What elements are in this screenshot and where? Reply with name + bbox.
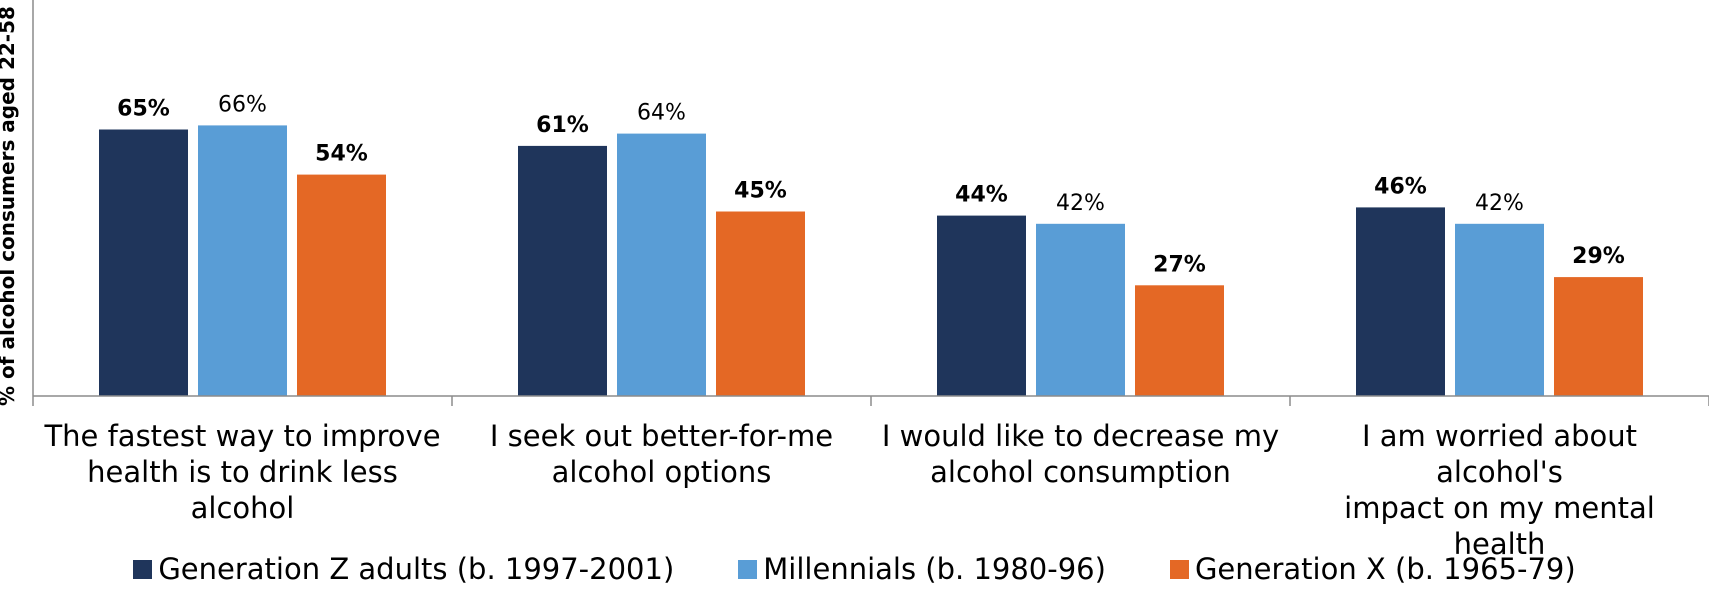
data-label-s1-c2: 42% (1056, 191, 1105, 216)
category-label-line: alcohol consumption (930, 455, 1231, 489)
data-label-s1-c0: 66% (218, 92, 267, 117)
bar-s0-c3 (1356, 207, 1445, 396)
legend-swatch (738, 559, 758, 579)
data-label-s0-c0: 65% (117, 97, 170, 122)
data-label-s2-c2: 27% (1153, 252, 1206, 277)
category-label-line: I would like to decrease my (881, 419, 1280, 453)
category-label-line: alcohol options (551, 455, 772, 489)
category-label-line: impact on my mental health (1344, 491, 1655, 561)
category-label-line: I seek out better-for-me (489, 419, 834, 453)
bar-s1-c0 (198, 125, 287, 397)
bar-s1-c2 (1036, 223, 1125, 396)
legend-label: Generation X (b. 1965-79) (1194, 552, 1576, 586)
legend-swatch (133, 559, 153, 579)
bar-s0-c2 (937, 215, 1026, 396)
category-label-line: I am worried about alcohol's (1361, 419, 1637, 489)
legend-label: Millennials (b. 1980-96) (763, 552, 1106, 586)
data-label-s0-c2: 44% (955, 183, 1008, 208)
legend-item-1: Millennials (b. 1980-96) (738, 552, 1106, 586)
bar-s1-c3 (1455, 223, 1544, 396)
data-label-s2-c3: 29% (1572, 244, 1625, 269)
category-label-line: alcohol (190, 491, 295, 525)
legend: Generation Z adults (b. 1997-2001) Millen… (0, 552, 1709, 586)
bar-s0-c0 (99, 129, 188, 396)
legend-swatch (1169, 559, 1189, 579)
bar-s1-c1 (617, 133, 706, 396)
legend-item-0: Generation Z adults (b. 1997-2001) (133, 552, 674, 586)
legend-item-2: Generation X (b. 1965-79) (1169, 552, 1576, 586)
data-label-s0-c3: 46% (1374, 174, 1427, 199)
bar-s2-c3 (1554, 277, 1643, 396)
category-label-line: health is to drink less (87, 455, 398, 489)
bar-s2-c0 (297, 174, 386, 396)
category-label-0: The fastest way to improve health is to d… (38, 418, 448, 526)
legend-label: Generation Z adults (b. 1997-2001) (158, 552, 675, 586)
category-label-line: The fastest way to improve (44, 419, 441, 453)
category-label-2: I would like to decrease my alcohol consu… (876, 418, 1286, 490)
bar-s2-c1 (716, 211, 805, 396)
category-label-3: I am worried about alcohol's impact on my… (1295, 418, 1705, 562)
data-label-s2-c0: 54% (315, 142, 368, 167)
data-label-s1-c3: 42% (1475, 191, 1524, 216)
data-label-s0-c1: 61% (536, 113, 589, 138)
bar-s2-c2 (1135, 285, 1224, 396)
category-label-1: I seek out better-for-me alcohol options (457, 418, 867, 490)
y-axis-label: % of alcohol consumers aged 22-58 (0, 6, 19, 406)
data-label-s1-c1: 64% (637, 101, 686, 126)
data-label-s2-c1: 45% (734, 179, 787, 204)
bar-s0-c1 (518, 145, 607, 396)
